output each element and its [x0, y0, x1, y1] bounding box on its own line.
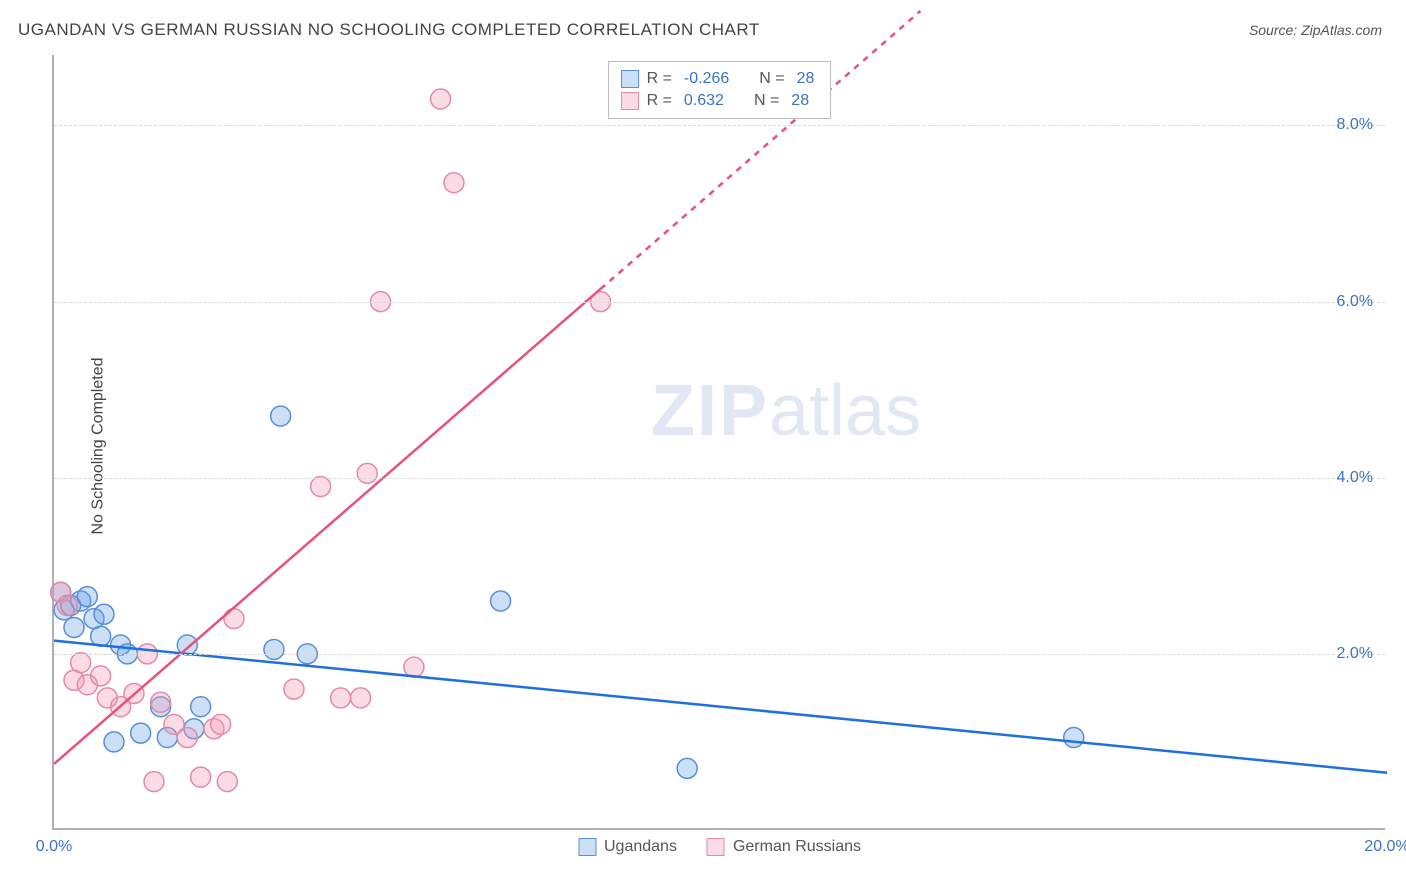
data-point [91, 626, 111, 646]
plot-area: ZIPatlas R =-0.266N =28R =0.632N =28 Uga… [52, 55, 1385, 830]
gridline [54, 478, 1385, 479]
regression-line-dashed [601, 11, 921, 289]
gridline [54, 125, 1385, 126]
gridline [54, 654, 1385, 655]
data-point [151, 692, 171, 712]
data-point [284, 679, 304, 699]
legend-swatch [707, 838, 725, 856]
legend-swatch [578, 838, 596, 856]
data-point [351, 688, 371, 708]
data-point [57, 595, 77, 615]
legend-series-label: German Russians [733, 838, 861, 856]
data-point [104, 732, 124, 752]
data-point [224, 609, 244, 629]
chart-title: UGANDAN VS GERMAN RUSSIAN NO SCHOOLING C… [18, 20, 760, 40]
data-point [677, 758, 697, 778]
data-point [271, 406, 291, 426]
legend-row: R = 0.632 N = 28 [621, 90, 819, 112]
gridline [54, 302, 1385, 303]
data-point [331, 688, 351, 708]
data-point [264, 639, 284, 659]
x-tick-label: 0.0% [36, 838, 72, 856]
data-point [191, 697, 211, 717]
data-point [444, 173, 464, 193]
data-point [71, 653, 91, 673]
y-tick-label: 6.0% [1337, 293, 1373, 311]
data-point [1064, 728, 1084, 748]
source-credit: Source: ZipAtlas.com [1249, 22, 1382, 38]
legend-swatch [621, 92, 639, 110]
legend-series: Ugandans German Russians [578, 838, 861, 856]
data-point [491, 591, 511, 611]
data-point [177, 728, 197, 748]
y-tick-label: 2.0% [1337, 645, 1373, 663]
legend-n-label: N = [754, 92, 779, 110]
legend-n-value: 28 [791, 92, 809, 110]
legend-n-label: N = [759, 70, 784, 88]
data-point [311, 477, 331, 497]
data-point [211, 714, 231, 734]
data-point [217, 772, 237, 792]
legend-series-label: Ugandans [604, 838, 677, 856]
x-tick-label: 20.0% [1364, 838, 1406, 856]
data-point [404, 657, 424, 677]
data-point [144, 772, 164, 792]
data-point [431, 89, 451, 109]
legend-series-item: Ugandans [578, 838, 677, 856]
legend-r-value: -0.266 [684, 70, 729, 88]
legend-r-value: 0.632 [684, 92, 724, 110]
data-point [64, 617, 84, 637]
legend-row: R = -0.266 N = 28 [621, 68, 819, 90]
data-point [191, 767, 211, 787]
data-point [94, 604, 114, 624]
legend-r-label: R = [647, 70, 672, 88]
data-point [131, 723, 151, 743]
data-point [91, 666, 111, 686]
y-tick-label: 4.0% [1337, 469, 1373, 487]
legend-swatch [621, 70, 639, 88]
data-point [357, 463, 377, 483]
legend-n-value: 28 [797, 70, 815, 88]
legend-series-item: German Russians [707, 838, 861, 856]
legend-r-label: R = [647, 92, 672, 110]
plot-svg [54, 55, 1385, 828]
legend-correlation: R = -0.266 N = 28 R = 0.632 N = 28 [608, 61, 832, 119]
y-tick-label: 8.0% [1337, 116, 1373, 134]
regression-line [54, 289, 601, 764]
data-point [77, 587, 97, 607]
regression-line [54, 641, 1387, 773]
